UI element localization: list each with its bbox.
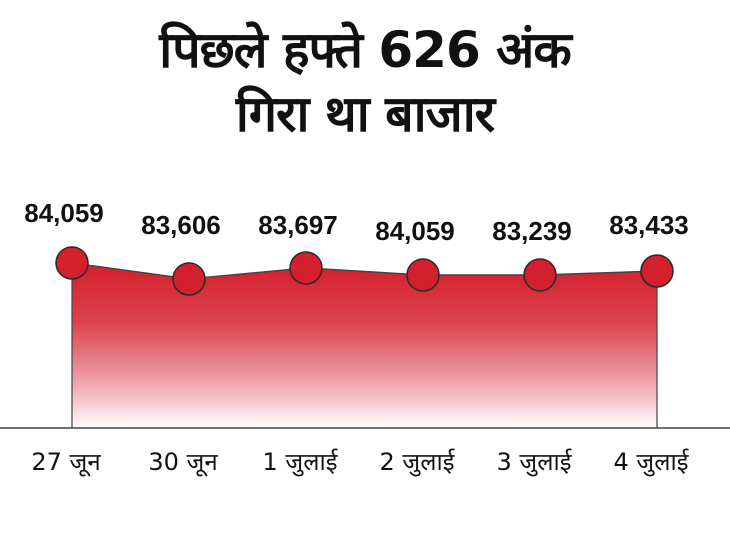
x-tick-label: 2 जुलाई [380, 448, 456, 477]
data-label: 83,697 [258, 210, 338, 240]
data-point [289, 251, 323, 285]
data-label: 83,239 [492, 216, 572, 246]
series-line [71, 262, 658, 280]
x-tick-label: 30 जून [148, 448, 218, 477]
data-point [406, 258, 440, 292]
chart-title: पिछले हफ्ते 626 अंक गिरा था बाजार [0, 18, 730, 146]
data-label: 83,433 [609, 210, 689, 240]
chart-title-line-1: पिछले हफ्ते 626 अंक [159, 21, 572, 79]
data-label: 83,606 [141, 210, 221, 240]
x-tick-label: 27 जून [31, 448, 101, 477]
x-tick-label: 1 जुलाई [263, 448, 339, 477]
data-label: 84,059 [375, 216, 455, 246]
data-point [640, 254, 674, 288]
area-fill [72, 263, 657, 428]
data-point [55, 246, 89, 280]
data-point [523, 258, 557, 292]
x-tick-label: 3 जुलाई [497, 448, 573, 477]
data-point [172, 262, 206, 296]
chart-title-line-2: गिरा था बाजार [235, 85, 495, 143]
x-tick-label: 4 जुलाई [614, 448, 690, 477]
data-label: 84,059 [24, 198, 104, 228]
